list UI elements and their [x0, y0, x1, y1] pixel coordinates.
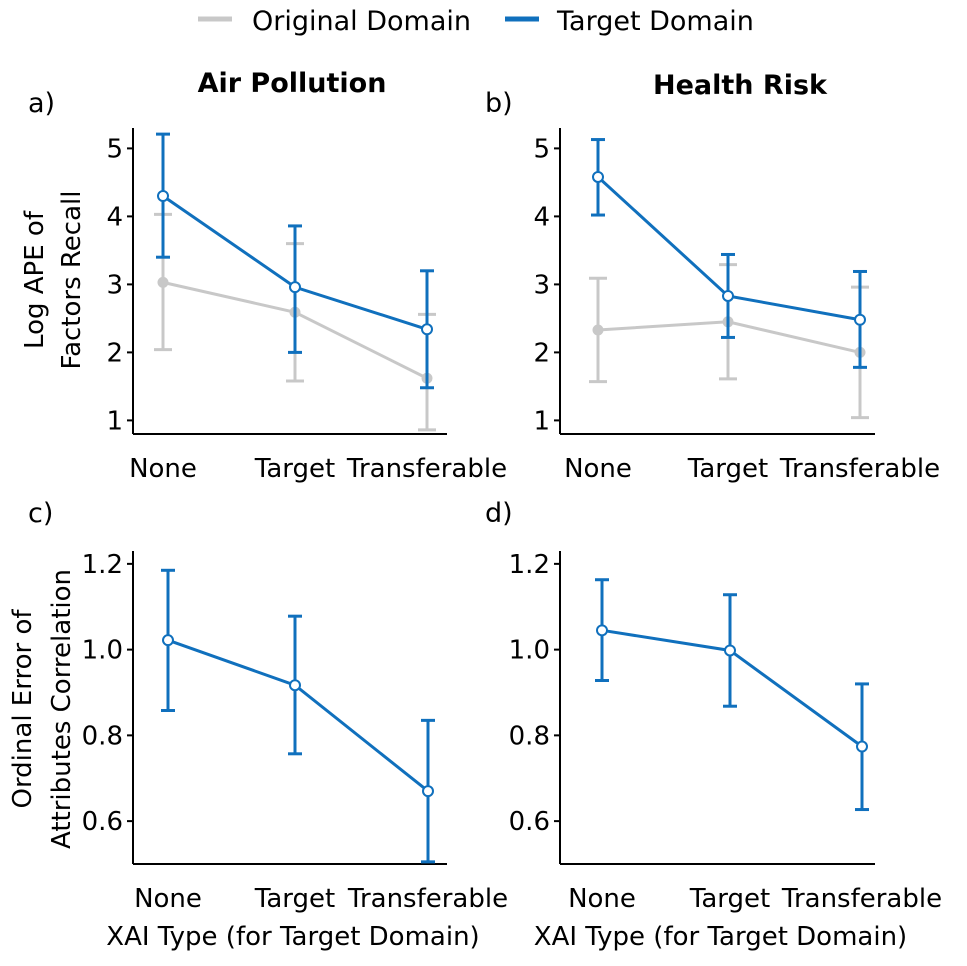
series-target [591, 138, 867, 369]
data-point [592, 324, 604, 336]
y-axis-label: Attributes Correlation [47, 569, 77, 849]
legend-label-original: Original Domain [252, 6, 471, 37]
panel-c: 0.6 0.8 1.0 1.2 None Target Transferable c) Ordi… [8, 498, 508, 952]
panel-a: 1 2 3 4 5 None Target Transferable a) Air Polluti… [20, 68, 507, 484]
data-point [162, 634, 174, 647]
panel-label: b) [485, 88, 513, 119]
x-tick-label: Target [254, 454, 335, 484]
x-axis-label: XAI Type (for Target Domain) [106, 922, 479, 952]
y-tick-label: 3 [533, 270, 550, 300]
data-point [421, 323, 433, 336]
data-point [422, 785, 434, 798]
data-point [289, 281, 301, 294]
x-tick-label: Transferable [779, 454, 940, 484]
y-tick-label: 4 [106, 202, 123, 232]
y-axis-label: Factors Recall [57, 191, 87, 370]
data-point [289, 679, 301, 692]
data-point [854, 313, 866, 326]
y-tick-label: 0.6 [509, 807, 550, 837]
panel-label: c) [28, 498, 53, 529]
series-target [161, 568, 435, 864]
data-point [856, 740, 868, 753]
y-tick-label: 1 [106, 406, 123, 436]
y-tick-label: 1 [533, 406, 550, 436]
series-target [156, 132, 434, 390]
y-tick-label: 5 [106, 134, 123, 164]
y-tick-label: 0.6 [82, 807, 123, 837]
y-tick-label: 1.0 [82, 636, 123, 666]
x-tick-label: None [129, 454, 197, 484]
x-tick-label: None [564, 454, 632, 484]
x-tick-label: Transferable [347, 884, 508, 914]
legend: Original Domain Target Domain [198, 6, 754, 37]
panel-label: a) [28, 88, 55, 119]
data-point [157, 276, 169, 288]
legend-label-target: Target Domain [556, 6, 754, 37]
y-axis-label: Log APE of [20, 210, 50, 349]
x-tick-label: Transferable [346, 454, 507, 484]
y-tick-label: 0.8 [82, 721, 123, 751]
x-tick-label: Target [689, 884, 770, 914]
y-tick-label: 0.8 [509, 721, 550, 751]
y-tick-label: 2 [106, 338, 123, 368]
y-tick-label: 3 [106, 270, 123, 300]
y-tick-label: 1.2 [82, 550, 123, 580]
y-tick-label: 5 [533, 134, 550, 164]
y-tick-label: 2 [533, 338, 550, 368]
panel-d: 0.6 0.8 1.0 1.2 None Target Transferable d) XAI … [485, 498, 942, 952]
x-tick-label: None [568, 884, 636, 914]
data-point [596, 624, 608, 637]
panel-title: Health Risk [653, 70, 828, 101]
x-tick-label: None [134, 884, 202, 914]
panel-title: Air Pollution [198, 68, 387, 99]
x-tick-label: Transferable [781, 884, 942, 914]
x-tick-label: Target [254, 884, 335, 914]
x-tick-label: Target [687, 454, 768, 484]
panel-b: 1 2 3 4 5 None Target Transferable b) Health Risk [485, 70, 940, 484]
data-point [722, 289, 734, 302]
panel-label: d) [485, 498, 513, 529]
y-tick-label: 1.2 [509, 550, 550, 580]
x-axis-label: XAI Type (for Target Domain) [534, 922, 907, 952]
y-tick-label: 4 [533, 202, 550, 232]
series-target [595, 578, 869, 812]
series-line [167, 638, 429, 793]
y-axis-label: Ordinal Error of [8, 609, 38, 809]
data-point [724, 644, 736, 657]
data-point [157, 190, 169, 202]
data-point [592, 170, 604, 183]
y-tick-label: 1.0 [509, 636, 550, 666]
